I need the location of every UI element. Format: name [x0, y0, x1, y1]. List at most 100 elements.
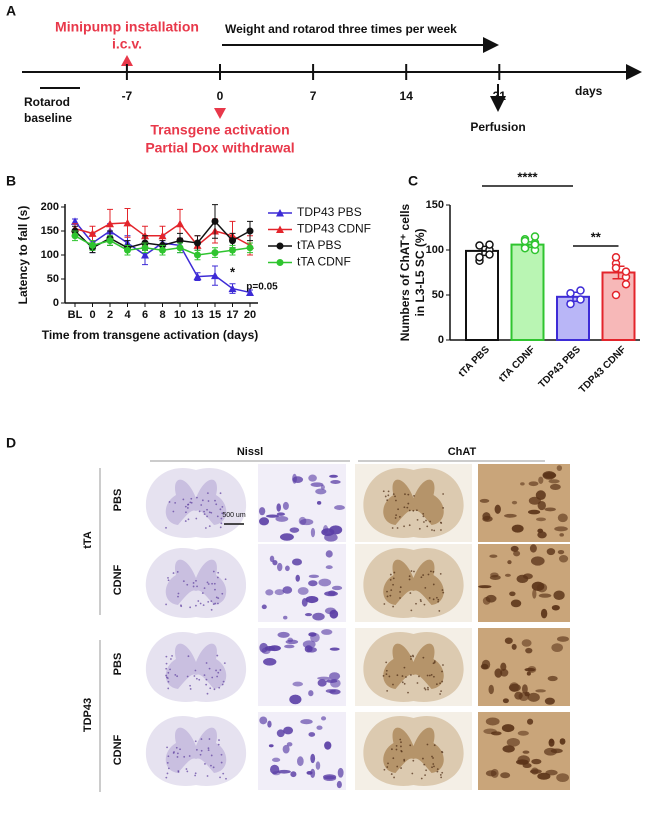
cell — [408, 509, 411, 512]
cell — [177, 592, 180, 595]
neuron — [276, 503, 281, 512]
cell — [419, 598, 422, 601]
cell — [436, 768, 439, 770]
neuron — [302, 640, 316, 649]
point — [229, 237, 236, 245]
neuron — [324, 591, 338, 597]
cell — [384, 495, 387, 498]
neuron — [511, 524, 524, 533]
neuron — [292, 476, 304, 483]
neuron — [524, 667, 536, 672]
neuron — [543, 747, 557, 756]
cell — [404, 493, 406, 496]
cell — [199, 753, 202, 756]
neuron — [304, 612, 313, 617]
neuron — [325, 565, 333, 570]
cell — [435, 683, 438, 686]
event-arrow — [214, 108, 226, 119]
point — [158, 231, 167, 240]
cell — [431, 755, 433, 758]
cell — [180, 605, 183, 608]
cell — [194, 772, 197, 775]
cell — [441, 771, 444, 774]
row-label: PBS — [112, 489, 124, 512]
x-tick-label: BL — [68, 309, 83, 321]
cell — [412, 509, 415, 512]
cell — [408, 524, 411, 527]
cell — [177, 595, 179, 598]
neuron — [329, 474, 338, 478]
cell — [189, 606, 192, 609]
neuron — [330, 479, 341, 484]
point — [194, 251, 201, 259]
neuron — [510, 599, 522, 608]
cell — [214, 499, 216, 502]
cell — [219, 526, 222, 529]
neuron — [513, 550, 521, 557]
cell — [192, 585, 195, 588]
cell — [386, 590, 388, 593]
neuron — [305, 596, 319, 604]
neuron — [277, 562, 283, 572]
neuron — [511, 643, 517, 650]
cell — [423, 687, 426, 690]
neuron — [289, 527, 300, 533]
cell — [193, 675, 196, 677]
cell — [387, 490, 390, 493]
cell — [385, 673, 388, 675]
data-point — [530, 240, 540, 249]
neuron — [490, 768, 499, 778]
cell — [405, 676, 407, 678]
neuron — [538, 476, 544, 484]
neuron — [535, 689, 546, 693]
cell — [423, 763, 426, 766]
point — [159, 246, 166, 254]
neuron — [269, 555, 275, 563]
cell — [167, 577, 169, 579]
cell — [442, 591, 445, 594]
y-tick-label: 100 — [41, 249, 59, 261]
data-point — [611, 252, 621, 262]
cell — [201, 592, 204, 594]
cell — [195, 748, 198, 751]
cell — [441, 680, 444, 683]
neuron — [271, 757, 281, 763]
cell — [416, 518, 419, 521]
y-tick-label: 50 — [47, 273, 59, 285]
data-point — [576, 286, 585, 295]
cell — [203, 674, 206, 677]
x-tick-label: 17 — [226, 309, 238, 321]
row-label: CDNF — [112, 564, 124, 595]
cell — [392, 493, 395, 496]
timeline-tick-label: 0 — [217, 89, 224, 103]
point — [141, 244, 149, 252]
cell — [400, 741, 402, 744]
annotation: * — [230, 265, 236, 280]
data-point — [520, 243, 530, 253]
cell — [433, 660, 436, 662]
cell — [176, 571, 179, 573]
cell — [403, 759, 406, 762]
neuron — [510, 545, 519, 552]
neuron — [485, 594, 497, 603]
cell — [393, 571, 396, 574]
cell — [431, 529, 433, 531]
x-tick-label: 8 — [159, 309, 165, 321]
neuron — [282, 744, 290, 754]
neuron — [506, 738, 520, 747]
neuron — [494, 668, 503, 678]
neuron — [507, 560, 512, 565]
neuron — [530, 556, 545, 566]
point — [211, 249, 219, 257]
cell — [208, 667, 211, 670]
cell — [166, 772, 169, 775]
cell — [210, 600, 213, 603]
cell — [391, 527, 394, 529]
cell — [213, 688, 216, 691]
cell — [210, 511, 213, 514]
cell — [172, 510, 175, 513]
cell — [207, 600, 210, 603]
cell — [410, 570, 413, 572]
cell — [188, 755, 191, 757]
cell — [429, 520, 432, 523]
